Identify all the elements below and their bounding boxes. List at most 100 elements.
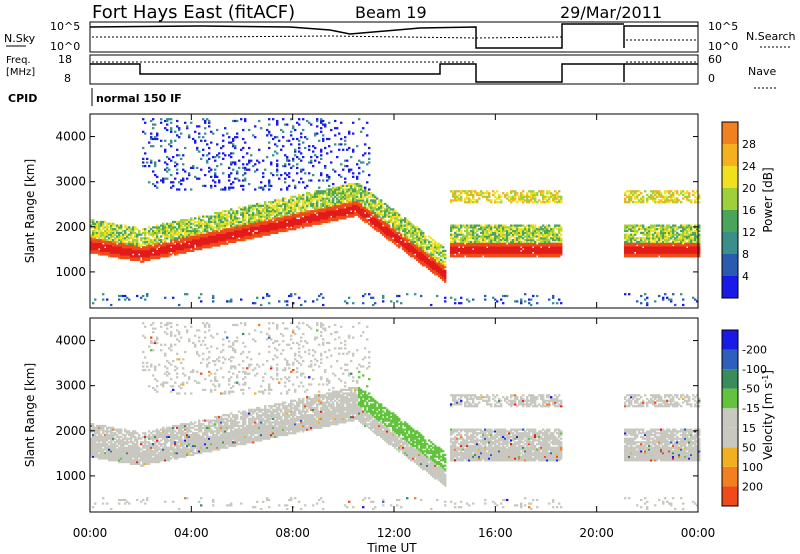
power-cell (116, 240, 119, 243)
power-cell (356, 145, 359, 148)
power-cell (134, 240, 137, 243)
power-cell (630, 226, 633, 229)
power-cell (494, 251, 497, 254)
power-cell (278, 213, 281, 216)
power-cell (428, 266, 431, 269)
power-cell (410, 242, 413, 245)
power-cell (340, 204, 343, 207)
power-cell (346, 184, 349, 187)
power-cell (284, 226, 287, 229)
power-cell (268, 184, 271, 187)
power-cell (176, 249, 179, 252)
power-cell (496, 255, 499, 258)
power-cell (228, 237, 231, 240)
power-cell (356, 208, 359, 211)
power-cell (324, 146, 327, 150)
power-cell (504, 233, 507, 236)
power-cell (276, 231, 279, 234)
power-cell (318, 179, 321, 182)
power-cell (148, 253, 151, 256)
power-cell (432, 264, 435, 267)
power-cell (270, 224, 273, 227)
power-cell (272, 229, 275, 233)
power-cell (308, 172, 311, 175)
power-cell (288, 139, 291, 142)
power-cell (642, 199, 645, 202)
power-cell (232, 233, 235, 236)
power-cell (152, 170, 155, 173)
power-cell (414, 231, 417, 234)
power-cell (218, 226, 221, 229)
power-cell (316, 132, 319, 135)
power-cell (346, 206, 349, 209)
power-cell (318, 219, 321, 222)
power-cell (330, 201, 333, 204)
power-cell (438, 251, 441, 254)
power-cell (234, 219, 237, 222)
power-cell (254, 231, 257, 234)
power-cell (120, 253, 123, 256)
power-cell (308, 192, 311, 195)
power-cell (224, 213, 227, 216)
power-cell (166, 156, 169, 159)
power-cell (458, 233, 461, 236)
power-cell (626, 253, 629, 256)
power-cell (226, 217, 229, 220)
power-cell (392, 215, 395, 218)
power-cell (522, 228, 525, 231)
power-cell (432, 242, 435, 245)
power-cell (232, 186, 235, 189)
power-cell (340, 143, 343, 146)
power-cell (332, 192, 335, 195)
power-cell (392, 233, 395, 236)
power-cell (188, 134, 191, 137)
power-cell (420, 258, 423, 261)
power-cell (178, 181, 181, 184)
power-cell (142, 237, 145, 240)
power-cell (494, 199, 497, 202)
power-cell (180, 240, 183, 243)
power-cell (546, 240, 549, 243)
power-cell (488, 248, 491, 251)
power-cell (472, 251, 475, 254)
power-cell (456, 244, 459, 247)
power-cell (152, 246, 155, 249)
power-cell (332, 204, 335, 207)
power-cell (658, 253, 661, 256)
power-cell (220, 217, 223, 220)
power-cell (194, 175, 197, 178)
power-cell (188, 233, 191, 236)
power-cell (292, 202, 295, 206)
power-cell (244, 233, 247, 236)
power-cell (380, 220, 383, 224)
power-cell (406, 231, 409, 234)
power-cell (370, 202, 373, 206)
power-cell (176, 231, 179, 234)
power-cell (548, 235, 551, 238)
power-cell (188, 237, 191, 240)
power-cell (280, 199, 283, 202)
power-cell (542, 192, 545, 195)
power-cell (178, 246, 181, 249)
power-cell (168, 251, 171, 254)
power-cell (108, 244, 111, 247)
power-cell (224, 127, 227, 130)
power-cell (248, 204, 251, 207)
power-cell (110, 235, 113, 238)
power-cell (550, 253, 553, 256)
power-cell (394, 224, 397, 227)
power-cell (288, 211, 291, 215)
power-cell (218, 219, 221, 222)
power-cell (112, 224, 115, 227)
power-cell (220, 233, 223, 236)
power-cell (362, 211, 365, 215)
power-cell (222, 226, 225, 229)
power-cell (406, 251, 409, 254)
power-cell (336, 210, 339, 213)
power-cell (246, 226, 249, 229)
power-cell (552, 242, 555, 245)
power-cell (98, 229, 101, 233)
power-cell (232, 210, 235, 213)
power-cell (466, 248, 469, 251)
power-cell (254, 224, 257, 227)
